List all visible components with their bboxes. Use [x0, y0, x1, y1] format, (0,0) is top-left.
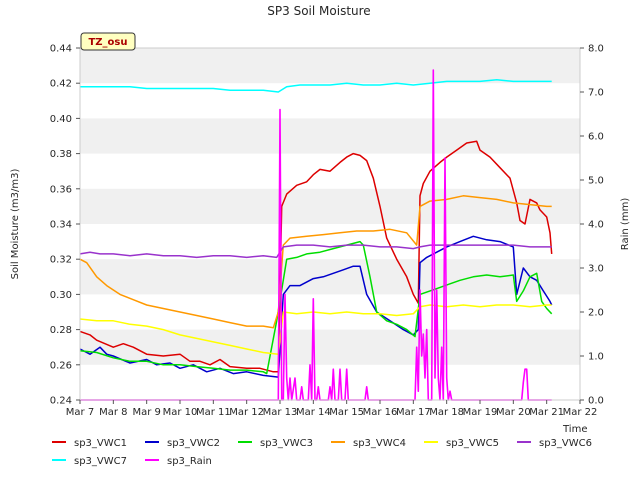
y-tick-label: 0.26	[50, 360, 72, 371]
y2-tick-label: 1.0	[588, 352, 604, 363]
badge-box	[80, 32, 136, 51]
grid-band	[80, 48, 580, 84]
x-tick-label: Mar 14	[296, 407, 331, 418]
legend-label: sp3_VWC1	[74, 438, 127, 449]
x-tick-label: Mar 21	[529, 407, 564, 418]
y-axis-left: 0.24 0.26 0.28 0.30 0.32 0.34 0.36 0.38 0.40 0.42…	[50, 44, 80, 407]
legend-label: sp3_VWC3	[260, 438, 313, 449]
x-tick-label: Mar 10	[163, 407, 198, 418]
x-tick-label: Mar 16	[363, 407, 398, 418]
x-axis-title: Time	[562, 424, 587, 435]
series-line-sp3-vwc2	[79, 235, 553, 378]
y-tick-label: 0.34	[50, 220, 72, 231]
y2-tick-label: 3.0	[588, 264, 604, 275]
x-tick-label: Mar 9	[132, 407, 160, 418]
y-tick-label: 0.36	[50, 184, 72, 195]
y-tick-label: 0.32	[50, 255, 72, 266]
legend-item: sp3_VWC7	[52, 456, 127, 467]
series-line-sp3-vwc7	[80, 78, 552, 93]
x-tick-label: Mar 20	[496, 407, 531, 418]
x-tick-label: Mar 12	[229, 407, 264, 418]
legend: sp3_VWC1 sp3_VWC2 sp3_VWC3 sp3_VWC4 sp3_VWC5…	[52, 438, 592, 467]
y-tick-label: 0.42	[50, 79, 72, 90]
y2-tick-label: 0.0	[588, 396, 604, 407]
chart-title: SP3 Soil Moisture	[267, 4, 370, 18]
legend-label: sp3_VWC5	[446, 438, 499, 449]
legend-label: sp3_VWC4	[353, 438, 406, 449]
x-tick-label: Mar 19	[463, 407, 498, 418]
legend-item: sp3_VWC1	[52, 438, 127, 449]
y2-tick-label: 5.0	[588, 176, 604, 187]
x-tick-label: Mar 17	[396, 407, 431, 418]
x-tick-label: Mar 8	[99, 407, 127, 418]
y2-tick-label: 7.0	[588, 88, 604, 99]
x-tick-label: Mar 22	[563, 407, 598, 418]
series-line-sp3-vwc4	[79, 195, 552, 329]
y2-axis-title: Rain (mm)	[620, 198, 631, 251]
y2-tick-label: 8.0	[588, 44, 604, 55]
y2-tick-label: 6.0	[588, 132, 604, 143]
legend-item: sp3_VWC5	[424, 438, 499, 449]
site-badge: TZ_osu	[80, 32, 136, 51]
legend-item: sp3_VWC6	[517, 438, 592, 449]
series-layer	[79, 69, 553, 401]
y-axis-title: Soil Moisture (m3/m3)	[10, 169, 21, 280]
y-tick-label: 0.24	[50, 396, 72, 407]
x-tick-label: Mar 13	[263, 407, 298, 418]
background-bands	[80, 48, 580, 400]
series-line-sp3-vwc5	[79, 304, 552, 355]
legend-item: sp3_Rain	[145, 456, 212, 467]
grid-band	[80, 329, 580, 365]
y-tick-label: 0.38	[50, 149, 72, 160]
y-tick-label: 0.30	[50, 290, 72, 301]
legend-label: sp3_VWC2	[167, 438, 220, 449]
legend-item: sp3_VWC3	[238, 438, 313, 449]
legend-label: sp3_VWC7	[74, 456, 127, 467]
badge-label: TZ_osu	[88, 37, 127, 48]
legend-item: sp3_VWC4	[331, 438, 406, 449]
legend-label: sp3_VWC6	[539, 438, 592, 449]
series-line-sp3-rain	[80, 69, 552, 401]
series-line-sp3-vwc3	[79, 240, 553, 375]
series-line-sp3-vwc6	[79, 244, 552, 259]
grid-band	[80, 188, 580, 224]
x-tick-label: Mar 15	[329, 407, 364, 418]
series-line-sp3-vwc1	[79, 140, 553, 373]
x-tick-label: Mar 11	[196, 407, 231, 418]
grid-band	[80, 118, 580, 154]
y-tick-label: 0.28	[50, 325, 72, 336]
y2-tick-label: 4.0	[588, 220, 604, 231]
y-axis-right: 0.0 1.0 2.0 3.0 4.0 5.0 6.0 7.0 8.0	[580, 44, 604, 407]
y2-tick-label: 2.0	[588, 308, 604, 319]
x-tick-label: Mar 7	[66, 407, 94, 418]
y-tick-label: 0.44	[50, 44, 72, 55]
y-tick-label: 0.40	[50, 114, 72, 125]
legend-label: sp3_Rain	[167, 456, 212, 467]
x-tick-label: Mar 18	[429, 407, 464, 418]
legend-item: sp3_VWC2	[145, 438, 220, 449]
